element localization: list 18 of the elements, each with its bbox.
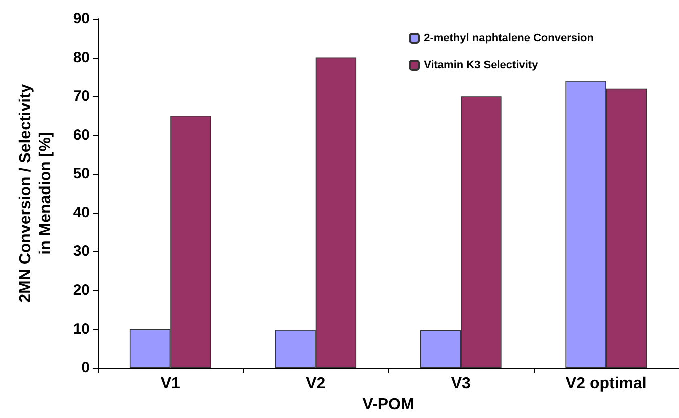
y-tick-label: 10 bbox=[73, 320, 90, 338]
y-tick-label: 80 bbox=[73, 49, 90, 66]
y-tick-label: 60 bbox=[73, 126, 90, 144]
legend-label: 2-methyl naphtalene Conversion bbox=[424, 32, 594, 44]
y-tick-label: 70 bbox=[73, 88, 90, 106]
y-tick-label: 0 bbox=[82, 360, 90, 377]
x-tick-label: V3 bbox=[451, 376, 472, 393]
x-tick-label: V2 optimal bbox=[566, 376, 647, 393]
y-axis-title: 2MN Conversion / Selectivity in Menadion [%] bbox=[18, 84, 54, 303]
x-tick-label: V1 bbox=[160, 376, 181, 393]
x-axis-title: V-POM bbox=[362, 396, 414, 414]
y-tick-label: 90 bbox=[73, 10, 90, 28]
y-tick-label: 50 bbox=[73, 166, 90, 183]
y-tick-label: 30 bbox=[73, 243, 90, 260]
x-tick-label: V2 bbox=[306, 376, 326, 393]
y-tick-label: 20 bbox=[73, 282, 90, 300]
y-tick-label: 40 bbox=[73, 204, 90, 222]
legend-label: Vitamin K3 Selectivity bbox=[424, 60, 540, 72]
